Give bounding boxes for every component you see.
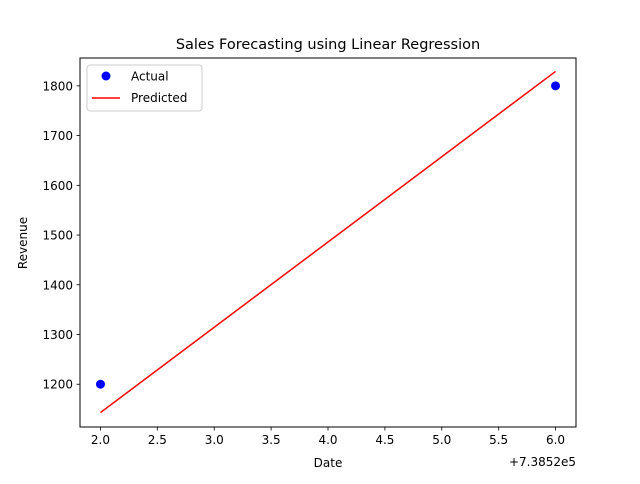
- x-axis-label: Date: [314, 456, 343, 470]
- x-tick-label: 4.0: [318, 433, 337, 447]
- predicted-series-line: [100, 70, 556, 414]
- legend-actual-marker: [101, 71, 111, 81]
- legend: Actual Predicted: [86, 64, 203, 112]
- y-tick-label: 1600: [42, 179, 73, 193]
- legend-box: [86, 64, 203, 112]
- x-axis-offset-label: +7.3852e5: [509, 455, 576, 469]
- actual-data-point: [551, 81, 561, 91]
- x-tick-label: 2.0: [91, 433, 110, 447]
- y-tick-label: 1800: [42, 79, 73, 93]
- y-tick-label: 1300: [42, 328, 73, 342]
- x-tick-label: 2.5: [148, 433, 167, 447]
- x-tick-label: 5.5: [489, 433, 508, 447]
- y-axis-label: Revenue: [16, 217, 30, 269]
- legend-actual-label: Actual: [131, 70, 169, 84]
- x-tick-label: 6.0: [546, 433, 565, 447]
- legend-predicted-label: Predicted: [131, 91, 187, 105]
- x-tick-label: 5.0: [432, 433, 451, 447]
- actual-data-point: [95, 379, 105, 389]
- y-tick-label: 1400: [42, 278, 73, 292]
- x-tick-label: 3.0: [205, 433, 224, 447]
- y-axis-ticks: 1200 1300 1400 1500 1600 1700 1800: [42, 79, 80, 392]
- x-tick-label: 3.5: [262, 433, 281, 447]
- chart-title: Sales Forecasting using Linear Regressio…: [176, 37, 480, 53]
- y-tick-label: 1500: [42, 229, 73, 243]
- y-tick-label: 1200: [42, 378, 73, 392]
- plot-area: [95, 70, 561, 414]
- x-tick-label: 4.5: [375, 433, 394, 447]
- axes-frame: [79, 57, 577, 428]
- y-tick-label: 1700: [42, 129, 73, 143]
- x-axis-ticks: 2.0 2.5 3.0 3.5 4.0 4.5 5.0 5.5 6.0: [91, 427, 565, 447]
